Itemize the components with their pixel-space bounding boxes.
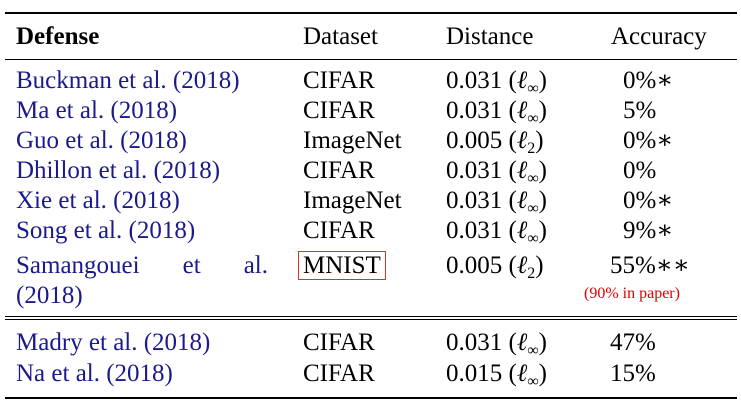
- defense-cell[interactable]: Madry et al. (2018): [16, 329, 211, 356]
- dataset-cell: CIFAR: [303, 329, 375, 356]
- defense-cell[interactable]: Dhillon et al. (2018): [16, 157, 221, 184]
- accuracy-cell: 5%: [623, 97, 657, 124]
- distance-cell: 0.031 (ℓ∞): [446, 187, 547, 217]
- accuracy-cell: 0%∗: [623, 127, 674, 154]
- header-defense: Defense: [16, 23, 100, 50]
- highlight-box: MNIST: [298, 251, 386, 280]
- defense-cell-samangouei[interactable]: Samangouei et al.: [16, 251, 268, 281]
- top-rule: [5, 12, 737, 14]
- defense-word: al.: [243, 252, 268, 279]
- defense-word: Samangouei: [16, 252, 140, 279]
- defense-cell-samangouei-year[interactable]: (2018): [16, 282, 83, 309]
- dataset-cell: ImageNet: [303, 187, 402, 214]
- group-divider-lower: [5, 319, 737, 320]
- dataset-cell-highlighted: MNIST: [298, 251, 386, 281]
- accuracy-cell: 15%: [610, 360, 656, 387]
- bottom-rule: [5, 397, 737, 399]
- dataset-cell: CIFAR: [303, 157, 375, 184]
- defense-cell[interactable]: Song et al. (2018): [16, 217, 196, 244]
- distance-cell: 0.031 (ℓ∞): [446, 157, 547, 187]
- dataset-cell: CIFAR: [303, 217, 375, 244]
- accuracy-cell: 0%: [623, 157, 657, 184]
- defense-cell[interactable]: Na et al. (2018): [16, 360, 173, 387]
- header-dataset: Dataset: [303, 23, 378, 50]
- defense-word: et: [182, 252, 201, 279]
- header-distance: Distance: [446, 23, 534, 50]
- distance-cell: 0.031 (ℓ∞): [446, 97, 547, 127]
- distance-cell: 0.031 (ℓ∞): [446, 329, 547, 359]
- defense-cell[interactable]: Buckman et al. (2018): [16, 67, 240, 94]
- header-rule: [5, 59, 737, 60]
- accuracy-cell: 9%∗: [623, 217, 674, 244]
- accuracy-cell: 55%∗∗: [610, 252, 690, 279]
- accuracy-cell: 47%: [610, 329, 656, 356]
- group-divider-upper: [5, 316, 737, 317]
- accuracy-cell: 0%∗: [623, 187, 674, 214]
- distance-cell: 0.031 (ℓ∞): [446, 67, 547, 97]
- dataset-cell: CIFAR: [303, 97, 375, 124]
- accuracy-cell: 0%∗: [623, 67, 674, 94]
- dataset-cell: CIFAR: [303, 67, 375, 94]
- distance-cell: 0.015 (ℓ∞): [446, 360, 547, 390]
- defense-cell[interactable]: Xie et al. (2018): [16, 187, 180, 214]
- paper-accuracy-note: (90% in paper): [584, 285, 680, 302]
- defense-cell[interactable]: Ma et al. (2018): [16, 97, 178, 124]
- defense-cell[interactable]: Guo et al. (2018): [16, 127, 187, 154]
- dataset-cell: ImageNet: [303, 127, 402, 154]
- distance-cell: 0.005 (ℓ2): [446, 252, 544, 282]
- header-accuracy: Accuracy: [611, 23, 707, 50]
- distance-cell: 0.005 (ℓ2): [446, 127, 544, 157]
- dataset-cell: CIFAR: [303, 360, 375, 387]
- distance-cell: 0.031 (ℓ∞): [446, 217, 547, 247]
